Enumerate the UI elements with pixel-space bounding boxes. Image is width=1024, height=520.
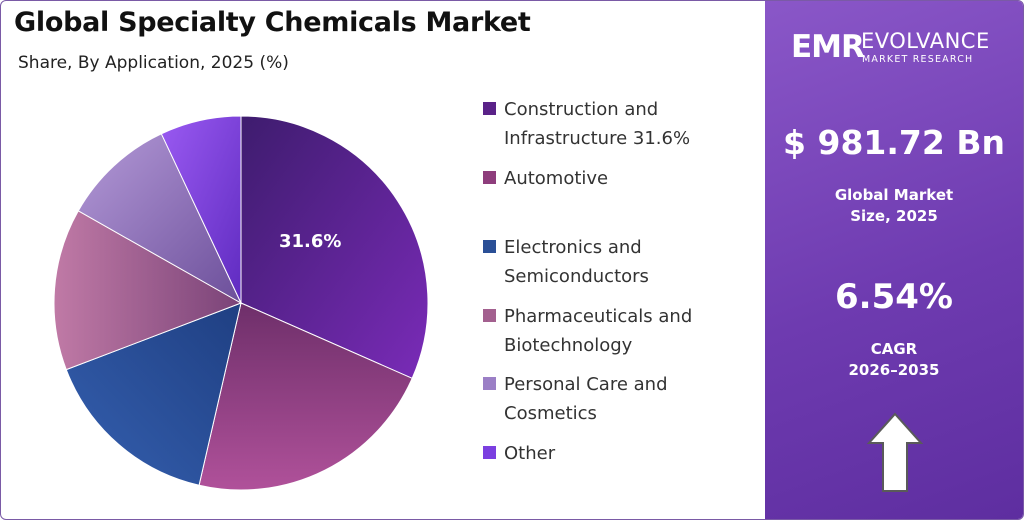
pie-slice [160, 115, 242, 304]
chart-title: Global Specialty Chemicals Market [14, 7, 531, 38]
legend-label-line: Semiconductors [504, 266, 649, 287]
legend-swatch [483, 446, 496, 459]
legend-label-line: Construction and [504, 99, 659, 120]
summary-panel: EMR EVOLVANCE MARKET RESEARCH $ 981.72 B… [765, 1, 1023, 519]
chart-subtitle: Share, By Application, 2025 (%) [18, 53, 289, 73]
legend-swatch [483, 377, 496, 390]
market-size-value: $ 981.72 Bn [783, 123, 1005, 162]
legend-label-line: Electronics and [504, 237, 642, 258]
legend-swatch [483, 171, 496, 184]
pie-slice [240, 115, 429, 379]
legend-label: Personal Care and Cosmetics [504, 370, 754, 428]
company-logo: EMR EVOLVANCE MARKET RESEARCH [791, 27, 1011, 71]
pie-chart: 31.6% [53, 115, 429, 491]
legend-label-line: Biotechnology [504, 335, 633, 356]
cagr-label-line2: 2026–2035 [848, 361, 940, 379]
up-arrow-icon [866, 412, 924, 492]
cagr-label-line1: CAGR [870, 340, 918, 358]
legend-swatch [483, 309, 496, 322]
legend-label-line: Infrastructure 31.6% [504, 128, 691, 149]
pie-slice [53, 210, 243, 371]
market-size-label-line1: Global Market [834, 186, 954, 204]
legend-label-line: Personal Care and [504, 374, 668, 395]
logo-mark: EMR [791, 29, 865, 65]
market-size-label-line2: Size, 2025 [850, 207, 938, 225]
legend-label: Construction and Infrastructure 31.6% [504, 95, 754, 153]
legend-label-line: Automotive [504, 168, 609, 189]
legend-label: Other [504, 439, 754, 468]
legend-label: Pharmaceuticals and Biotechnology [504, 302, 754, 360]
cagr-value: 6.54% [835, 277, 953, 317]
logo-subtitle: MARKET RESEARCH [862, 54, 974, 65]
legend-label-line: Other [504, 443, 556, 464]
slice-data-label: 31.6% [279, 231, 341, 252]
cagr-label: CAGR 2026–2035 [765, 339, 1023, 381]
pie-slice [65, 302, 242, 486]
pie-slice [198, 302, 413, 491]
legend-label: Electronics and Semiconductors [504, 233, 754, 291]
legend-label: Automotive [504, 164, 754, 193]
market-size-label: Global Market Size, 2025 [765, 185, 1023, 227]
legend-label-line: Pharmaceuticals and [504, 306, 693, 327]
legend-swatch [483, 240, 496, 253]
legend-swatch [483, 102, 496, 115]
pie-slice [77, 133, 243, 305]
logo-name: EVOLVANCE [861, 29, 990, 53]
legend-label-line: Cosmetics [504, 403, 597, 424]
